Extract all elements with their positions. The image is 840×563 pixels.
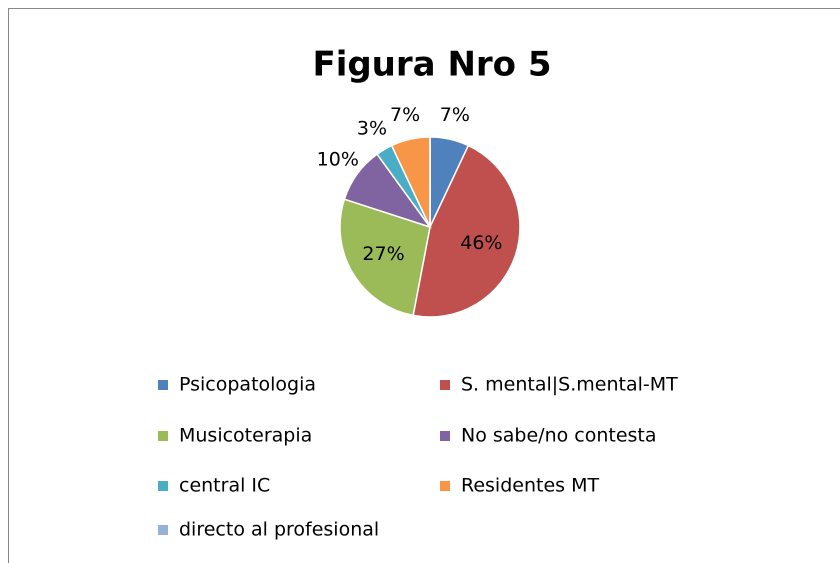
legend-label: central IC [179,475,270,497]
data-label: 7% [390,104,420,126]
legend-swatch [158,481,168,491]
chart-title: Figura Nro 5 [312,45,551,85]
legend-swatch [440,380,450,390]
pie-slice [339,198,431,317]
legend-label: No sabe/no contesta [461,425,657,447]
legend-label: Residentes MT [461,475,599,497]
legend-swatch [158,431,168,441]
data-label: 10% [317,148,359,170]
data-label: 46% [460,232,502,254]
legend-label: directo al profesional [179,519,379,541]
data-label: 27% [362,243,404,265]
pie-slice [412,144,521,318]
legend-label: Musicoterapia [179,425,312,447]
data-label: 7% [440,104,470,126]
legend-label: Psicopatologia [179,374,316,396]
legend-swatch [158,380,168,390]
legend-swatch [440,481,450,491]
legend-label: S. mental|S.mental-MT [461,374,678,396]
legend-swatch [158,525,168,535]
legend-swatch [440,431,450,441]
data-label: 3% [357,117,387,139]
